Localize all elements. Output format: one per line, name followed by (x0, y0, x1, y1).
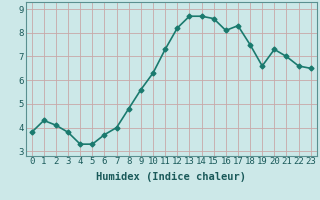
X-axis label: Humidex (Indice chaleur): Humidex (Indice chaleur) (96, 172, 246, 182)
